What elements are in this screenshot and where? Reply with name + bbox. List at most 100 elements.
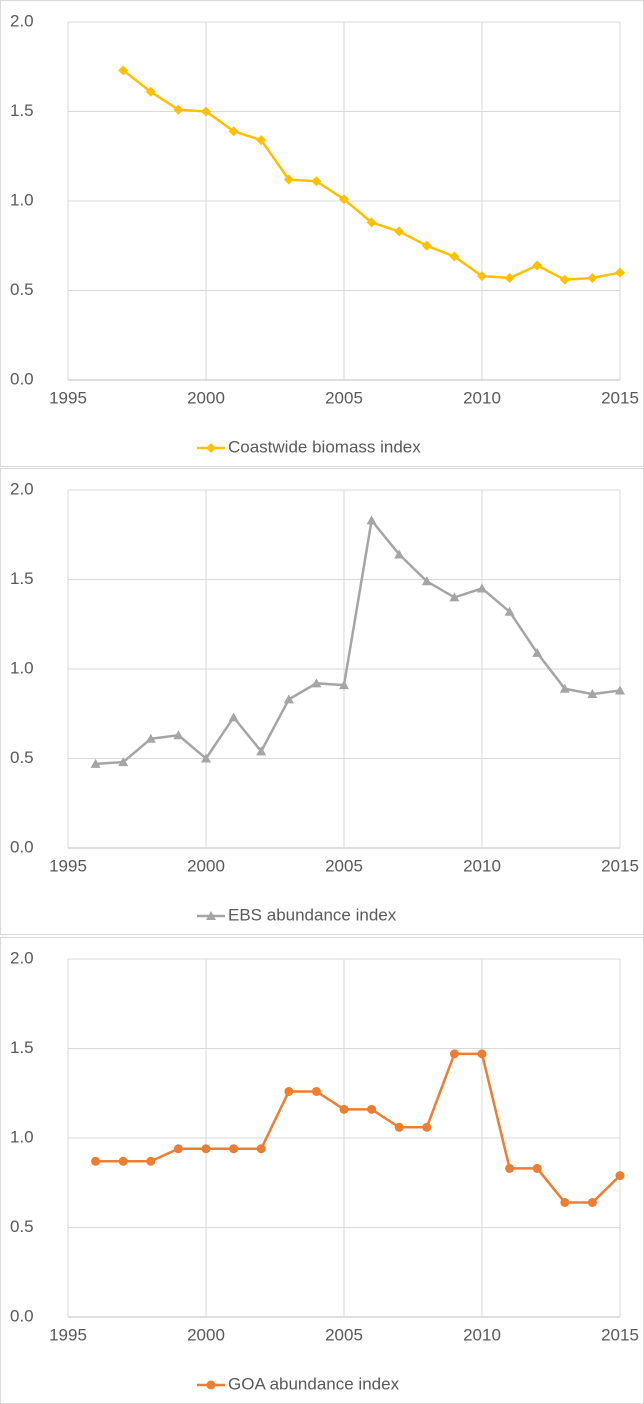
x-tick-label: 2005 — [325, 856, 363, 875]
marker — [256, 746, 267, 756]
marker — [587, 1197, 597, 1207]
marker — [449, 251, 460, 262]
marker — [477, 271, 487, 282]
marker — [366, 515, 377, 525]
chart-panel — [0, 937, 644, 1404]
marker — [311, 678, 322, 688]
x-tick-label: 2015 — [601, 1325, 639, 1344]
marker — [283, 694, 294, 704]
marker — [91, 1156, 101, 1166]
y-tick-label: 2.0 — [10, 11, 34, 30]
marker — [477, 1049, 487, 1059]
line — [122, 69, 621, 282]
y-tick-label: 1.5 — [10, 569, 34, 588]
marker — [367, 1104, 377, 1114]
marker — [145, 86, 156, 97]
marker — [173, 104, 184, 115]
y-tick-label: 1.0 — [10, 1127, 34, 1146]
marker — [394, 549, 405, 559]
legend-label: GOA abundance index — [228, 1374, 400, 1393]
x-tick-label: 2015 — [601, 856, 639, 875]
x-tick-label: 2010 — [463, 388, 501, 407]
marker — [339, 680, 349, 690]
marker — [532, 1163, 542, 1173]
y-tick-label: 2.0 — [10, 948, 34, 967]
marker — [505, 1163, 515, 1173]
marker — [256, 1144, 266, 1154]
marker — [206, 911, 216, 920]
x-tick-label: 2010 — [463, 856, 501, 875]
marker — [394, 226, 405, 237]
marker — [532, 647, 543, 657]
marker — [201, 106, 211, 117]
legend-label: EBS abundance index — [228, 905, 397, 924]
marker — [173, 730, 184, 740]
marker — [201, 1144, 211, 1154]
marker — [615, 685, 625, 695]
marker — [118, 1156, 128, 1166]
chart-panel — [0, 0, 644, 467]
marker — [587, 272, 598, 283]
marker — [532, 260, 543, 271]
x-tick-label: 2005 — [325, 388, 363, 407]
line — [95, 517, 621, 766]
marker — [118, 757, 129, 767]
marker — [146, 1156, 156, 1166]
marker — [615, 267, 625, 278]
marker — [559, 683, 570, 693]
marker — [504, 606, 515, 616]
x-tick-label: 2005 — [325, 1325, 363, 1344]
x-tick-label: 2000 — [187, 856, 225, 875]
marker — [449, 1049, 459, 1059]
x-tick-label: 1995 — [49, 1325, 87, 1344]
y-tick-label: 1.5 — [10, 1038, 34, 1057]
marker — [145, 733, 156, 743]
marker — [229, 1144, 239, 1154]
y-tick-label: 1.0 — [10, 190, 34, 209]
marker — [449, 592, 460, 602]
y-tick-label: 0.5 — [10, 1217, 34, 1236]
marker — [422, 1122, 432, 1132]
marker — [206, 1380, 216, 1390]
chart-panel — [0, 468, 644, 935]
marker — [311, 1086, 321, 1096]
y-tick-label: 0.5 — [10, 748, 34, 767]
marker — [366, 217, 377, 228]
y-tick-label: 0.0 — [10, 837, 34, 856]
x-tick-label: 2010 — [463, 1325, 501, 1344]
marker — [421, 576, 432, 586]
y-tick-label: 0.0 — [10, 369, 34, 388]
marker — [118, 65, 129, 76]
marker — [256, 135, 267, 146]
marker — [559, 274, 570, 285]
marker — [201, 753, 211, 763]
x-tick-label: 2000 — [187, 1325, 225, 1344]
y-tick-label: 2.0 — [10, 479, 34, 498]
y-tick-label: 1.5 — [10, 101, 34, 120]
x-tick-label: 2015 — [601, 388, 639, 407]
marker — [394, 1122, 404, 1132]
marker — [421, 240, 432, 251]
legend-label: Coastwide biomass index — [228, 437, 421, 456]
x-tick-label: 1995 — [49, 856, 87, 875]
marker — [206, 443, 216, 453]
marker — [228, 126, 239, 137]
y-tick-label: 0.5 — [10, 280, 34, 299]
marker — [560, 1197, 570, 1207]
marker — [477, 583, 487, 593]
marker — [90, 758, 101, 768]
marker — [615, 1171, 625, 1181]
x-tick-label: 1995 — [49, 388, 87, 407]
y-tick-label: 1.0 — [10, 658, 34, 677]
marker — [173, 1144, 183, 1154]
marker — [283, 174, 294, 185]
marker — [311, 176, 322, 187]
line — [95, 1052, 621, 1204]
marker — [339, 194, 349, 205]
x-tick-label: 2000 — [187, 388, 225, 407]
y-tick-label: 0.0 — [10, 1306, 34, 1325]
marker — [339, 1104, 349, 1114]
marker — [284, 1086, 294, 1096]
marker — [228, 712, 239, 722]
